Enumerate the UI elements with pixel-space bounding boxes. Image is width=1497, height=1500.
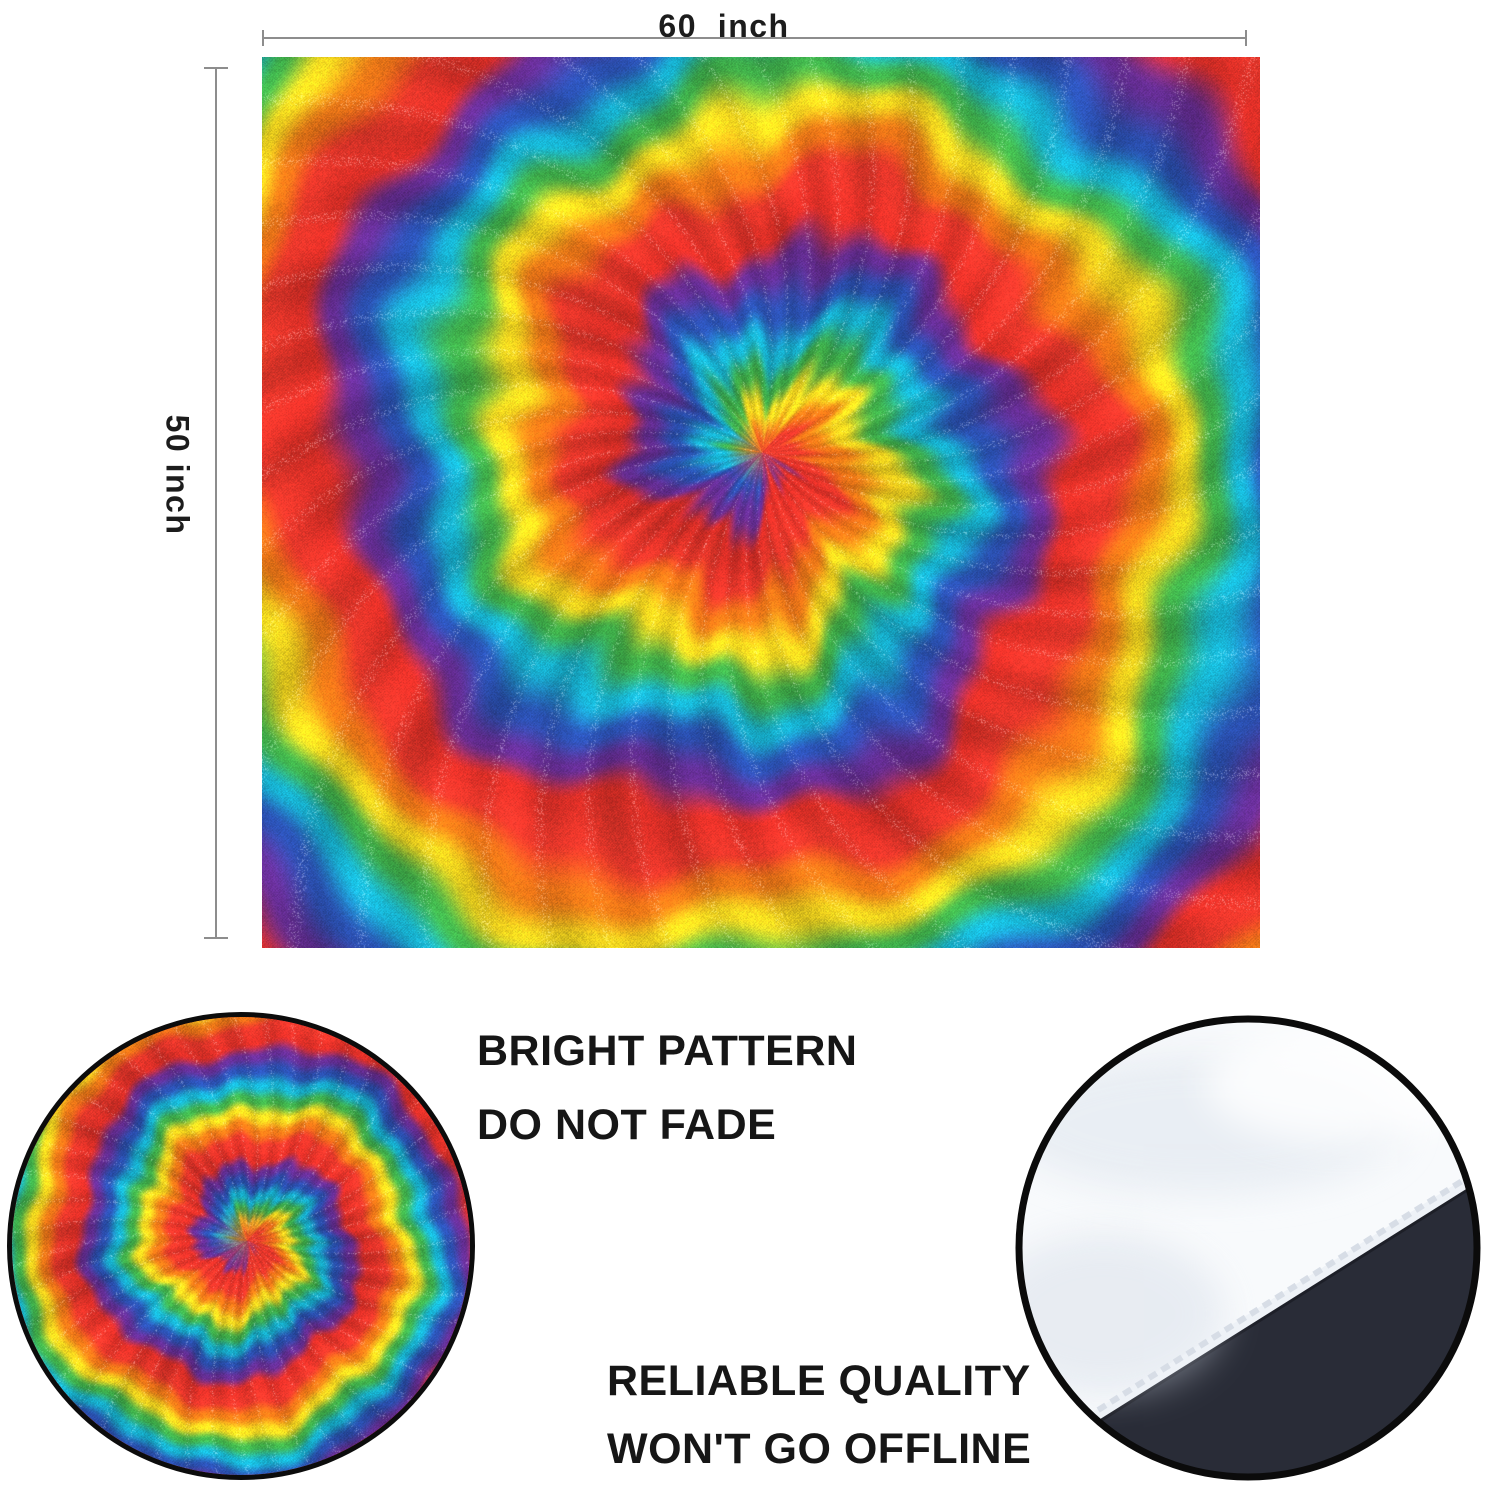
- pattern-detail-photo: [12, 1017, 470, 1475]
- caption-bright-pattern: BRIGHT PATTERN: [477, 1027, 858, 1075]
- fabric-detail-border: [1015, 1015, 1481, 1481]
- height-dimension-tick-top: [204, 67, 228, 69]
- fabric-detail-photo: [1015, 1015, 1481, 1481]
- caption-wont-go-offline: WON'T GO OFFLINE: [607, 1425, 1032, 1473]
- caption-do-not-fade: DO NOT FADE: [477, 1101, 777, 1149]
- height-dimension-label: 50 inch: [159, 414, 196, 536]
- width-dimension-tick-left: [262, 30, 264, 46]
- caption-reliable-quality: RELIABLE QUALITY: [607, 1357, 1031, 1405]
- width-dimension-label: 60 inch: [658, 8, 790, 44]
- height-dimension-tick-bottom: [204, 937, 228, 939]
- pattern-detail-circle: [7, 1012, 475, 1480]
- width-dimension-line: [262, 37, 1247, 39]
- height-dimension-line: [215, 68, 217, 938]
- tapestry-photo: [262, 57, 1260, 948]
- width-dimension-tick-right: [1245, 30, 1247, 46]
